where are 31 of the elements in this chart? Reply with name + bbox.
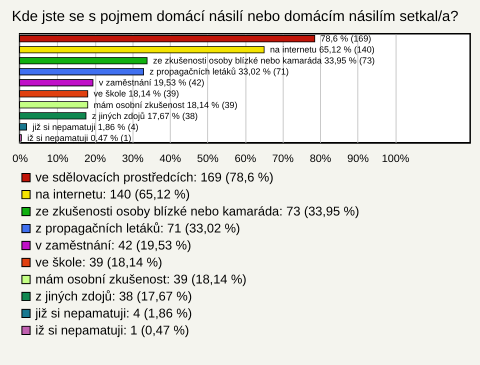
legend-label: ve škole: 39 (18,14 %) <box>35 254 162 270</box>
legend-label: v zaměstnání: 42 (19,53 %) <box>35 237 192 252</box>
data-label: ze zkušenosti osoby blízké nebo kamaráda 33,95 % (73) <box>152 56 375 66</box>
legend-label: již si nepamatuji: 4 (1,86 %) <box>34 305 192 320</box>
x-tick-label: 20% <box>84 152 106 165</box>
x-tick-label: 90% <box>347 152 370 165</box>
data-label: ve škole 18,14 % (39) <box>94 88 180 99</box>
x-tick-label: 70% <box>272 152 294 165</box>
data-label: již si nepamatuji 1,86 % (4) <box>32 122 139 132</box>
legend-label: na internetu: 140 (65,12 %) <box>35 186 190 202</box>
x-tick-label: 100% <box>382 152 410 165</box>
legend-label: z jiných zdojů: 38 (17,67 %) <box>35 288 192 304</box>
data-label: na internetu 65,12 % (140) <box>270 44 375 55</box>
data-label: 78,6 % (169) <box>320 34 372 44</box>
x-tick-label: 0% <box>12 152 28 165</box>
x-tick-label: 30% <box>122 152 144 165</box>
x-tick-label: 50% <box>197 152 220 165</box>
x-tick-label: 40% <box>160 152 182 165</box>
x-tick-label: 80% <box>310 152 332 165</box>
legend-label: z propagačních letáků: 71 (33,02 %) <box>35 220 240 236</box>
x-tick-label: 60% <box>234 152 257 165</box>
legend-label: ve sdělovacích prostředcích: 169 (78,6 %) <box>35 170 274 185</box>
data-label: v zaměstnání 19,53 % (42) <box>98 78 204 88</box>
x-tick-label: 10% <box>46 152 69 165</box>
data-label: z jiných zdojů 17,67 % (38) <box>92 110 198 121</box>
legend-label: iž si nepamatuji: 1 (0,47 %) <box>35 322 190 338</box>
data-label: mám osobní zkušenost 18,14 % (39) <box>94 100 238 110</box>
chart-title: Kde jste se s pojmem domácí násilí nebo domácím násilím setkal/a? <box>12 9 458 26</box>
legend-label: mám osobní zkušenost: 39 (18,14 %) <box>35 271 247 286</box>
legend-label: ze zkušenosti osoby blízké nebo kamaráda: 73 (33,95 %) <box>35 203 360 218</box>
data-label: z propagačních letáků 33,02 % (71) <box>150 66 289 77</box>
